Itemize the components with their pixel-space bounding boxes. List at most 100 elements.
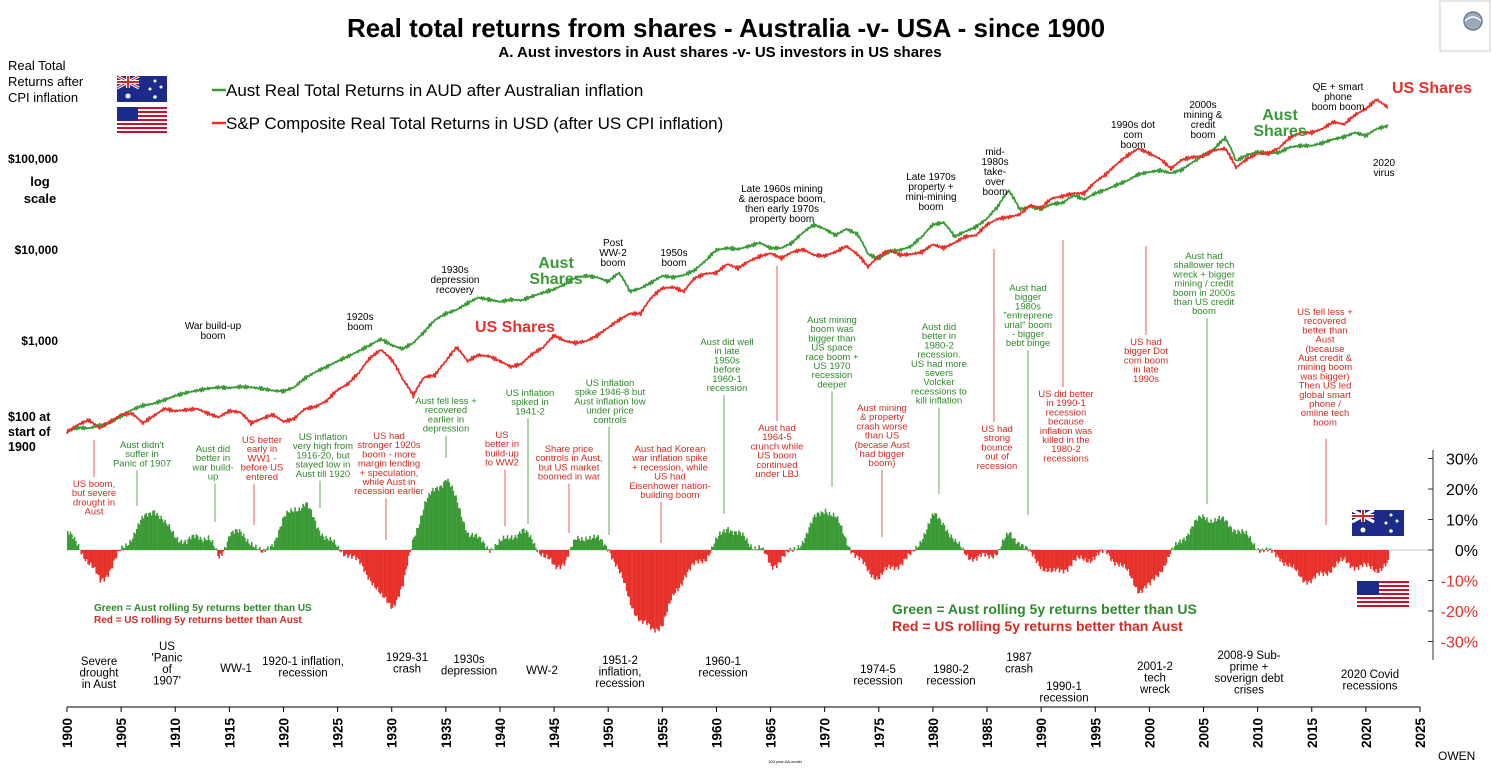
diff-bar-us: [1170, 550, 1172, 554]
diff-bar-aust: [800, 546, 802, 550]
diff-bar-aust: [70, 532, 72, 550]
diff-bar-aust: [469, 537, 471, 550]
diff-bar-aust: [170, 530, 172, 550]
diff-bar-aust: [159, 519, 161, 550]
diff-bar-aust: [236, 529, 238, 550]
diff-bar-aust: [956, 542, 958, 550]
diff-bar-aust: [72, 539, 74, 550]
diff-bar-aust: [790, 548, 792, 550]
diff-bar-us: [987, 550, 989, 555]
diff-bar-us: [374, 550, 376, 588]
diff-bar-us: [1275, 550, 1277, 557]
diff-bar-us: [542, 550, 544, 553]
diff-bar-aust: [599, 540, 601, 550]
diff-bar-us: [223, 550, 225, 551]
diff-bar-aust: [576, 540, 578, 550]
diff-bar-us: [1043, 550, 1045, 571]
diff-bar-aust: [762, 548, 764, 551]
diff-bar-us: [1166, 550, 1168, 564]
diff-bar-us: [369, 550, 371, 577]
diff-bar-us: [1068, 550, 1070, 566]
diff-bar-us: [627, 550, 629, 596]
diff-bar-us: [1066, 550, 1068, 569]
diff-bar-aust: [438, 490, 440, 550]
diff-bar-us: [1160, 550, 1162, 572]
diff-bar-aust: [1101, 549, 1103, 550]
diff-bar-us: [1071, 550, 1073, 566]
diff-bar-aust: [205, 540, 207, 550]
diff-bar-us: [371, 550, 373, 585]
diff-bar-us: [1352, 550, 1354, 567]
diff-bar-us: [384, 550, 386, 598]
diff-bar-us: [403, 550, 405, 586]
diff-bar-us: [1117, 550, 1119, 564]
diff-bar-aust: [798, 545, 800, 550]
diff-bar-us: [703, 550, 705, 559]
diff-bar-us: [1045, 550, 1047, 568]
diff-bar-aust: [1017, 543, 1019, 551]
diff-bar-aust: [133, 533, 135, 551]
diff-bar-aust: [826, 513, 828, 551]
diff-bar-aust: [1022, 544, 1024, 550]
diff-bar-us: [1152, 550, 1154, 579]
diff-bar-aust: [224, 547, 226, 550]
diff-bar-aust: [446, 481, 448, 550]
diff-bar-us: [1290, 550, 1292, 567]
diff-bar-aust: [1252, 545, 1254, 551]
diff-bar-aust: [953, 541, 955, 550]
annotation-top: Late 1960s mining& aerospace boom,then e…: [739, 184, 826, 225]
diff-bar-aust: [794, 547, 796, 550]
diff-bar-aust: [476, 534, 478, 551]
x-tick-label: 1925: [331, 717, 346, 748]
diff-bar-us: [409, 550, 411, 552]
diff-bar-aust: [325, 536, 327, 550]
x-tick-label: 1915: [222, 717, 237, 748]
event-label: WW-2: [526, 665, 558, 677]
diff-bar-us: [630, 550, 632, 605]
diff-bar-us: [614, 550, 616, 562]
diff-bar-aust: [75, 541, 77, 550]
diff-bar-us: [994, 550, 996, 554]
australia-flag-icon-lower: [1352, 510, 1404, 536]
diff-bar-aust: [242, 536, 244, 550]
diff-bar-us: [1083, 550, 1085, 561]
diff-bar-aust: [723, 529, 725, 550]
diff-bar-aust: [951, 535, 953, 550]
diff-bar-aust: [228, 536, 230, 550]
diff-bar-us: [562, 550, 564, 564]
diff-bar-us: [1030, 550, 1032, 552]
diff-bar-aust: [921, 542, 923, 550]
diff-bar-us: [1135, 550, 1137, 587]
x-tick-label: 2015: [1305, 717, 1320, 748]
diff-bar-us: [1102, 550, 1104, 553]
event-label: WW-1: [220, 663, 252, 675]
diff-bar-aust: [259, 547, 261, 550]
diff-bar-aust: [527, 532, 529, 550]
diff-bar-aust: [1195, 520, 1197, 551]
diff-bar-us: [867, 550, 869, 571]
diff-bar-us: [784, 550, 786, 557]
diff-bar-us: [1148, 550, 1150, 582]
diff-bar-aust: [274, 541, 276, 550]
diff-bar-aust: [754, 547, 756, 551]
diff-bar-aust: [1209, 523, 1211, 550]
y-tick-label: $10,000: [15, 243, 59, 257]
diff-bar-aust: [925, 534, 927, 550]
diff-bar-us: [1094, 550, 1096, 560]
diff-bar-aust: [810, 523, 812, 551]
diff-bar-aust: [187, 539, 189, 550]
diff-bar-us: [677, 550, 679, 591]
diff-bar-aust: [1194, 520, 1196, 550]
diff-bar-us: [624, 550, 626, 583]
legend-small-red: Red = US rolling 5y returns better than …: [94, 615, 302, 626]
diff-bar-aust: [1002, 540, 1004, 551]
diff-bar-us: [394, 550, 396, 606]
diff-bar-aust: [716, 539, 718, 550]
diff-bar-us: [1350, 550, 1352, 568]
diff-bar-aust: [121, 546, 123, 551]
diff-bar-aust: [948, 533, 950, 550]
diff-bar-aust: [426, 502, 428, 550]
diff-bar-aust: [941, 525, 943, 550]
